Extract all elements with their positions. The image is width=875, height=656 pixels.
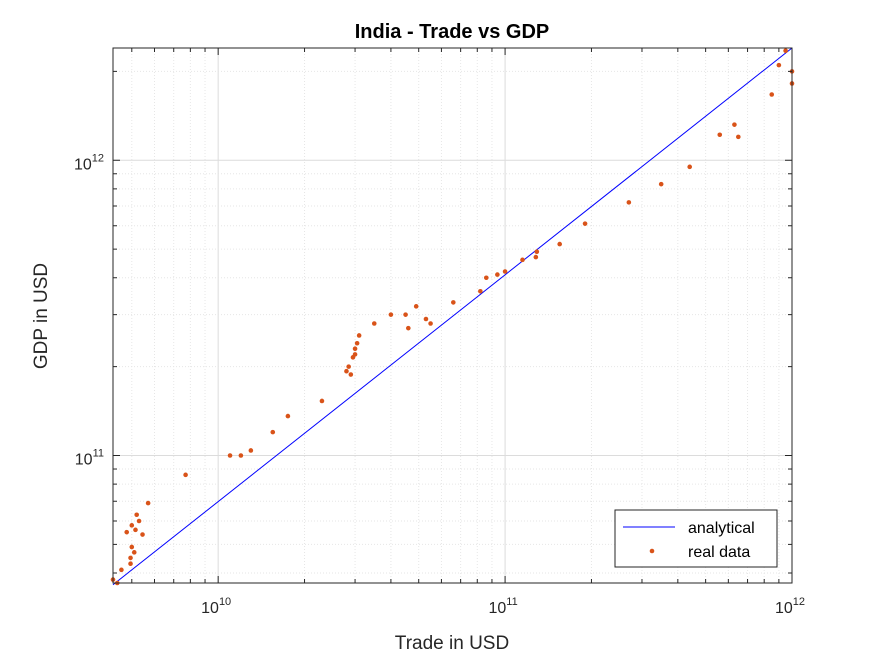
data-point — [423, 316, 429, 322]
data-point — [183, 472, 188, 478]
data-point — [533, 254, 539, 260]
data-point — [248, 448, 254, 453]
y-axis-label: GDP in USD — [31, 263, 52, 369]
data-point — [352, 352, 358, 357]
plot-area — [110, 47, 795, 586]
data-point — [352, 346, 358, 352]
data-point — [769, 92, 775, 97]
data-point — [478, 288, 483, 294]
data-point — [783, 48, 788, 53]
data-point — [495, 272, 500, 277]
data-point — [140, 532, 145, 537]
data-point — [776, 62, 782, 68]
y-tick-label: 1011 — [75, 448, 104, 469]
tick-labels: 1010 1011 1012 1011 1012 — [74, 152, 805, 617]
data-point — [388, 312, 394, 317]
legend-label-analytical: analytical — [688, 520, 755, 537]
data-point — [128, 561, 133, 567]
data-point — [133, 527, 138, 533]
series-layer — [110, 47, 795, 586]
data-point — [534, 249, 540, 255]
y-tick-label: 1012 — [74, 152, 104, 173]
data-point — [119, 567, 124, 573]
legend-box — [614, 509, 778, 568]
data-point — [346, 364, 351, 369]
data-point — [238, 453, 244, 458]
data-point — [557, 241, 562, 247]
x-tick-label: 1010 — [201, 596, 231, 617]
plot-border — [112, 47, 793, 584]
x-tick-label: 1011 — [488, 596, 517, 617]
data-point — [129, 544, 135, 550]
legend-dot-swatch — [649, 548, 655, 554]
data-point — [131, 550, 137, 555]
data-point — [687, 164, 692, 170]
tick-marks — [113, 48, 793, 583]
grid — [113, 48, 793, 583]
data-point — [502, 269, 508, 274]
data-point — [483, 275, 489, 281]
chart-title: India - Trade vs GDP — [355, 21, 550, 43]
data-point — [717, 132, 723, 138]
data-point — [428, 321, 433, 326]
data-point — [451, 300, 456, 305]
legend: analytical real data — [614, 509, 778, 568]
data-point — [129, 523, 135, 528]
analytical-line — [112, 47, 793, 586]
data-point — [732, 122, 737, 127]
data-point — [136, 518, 142, 524]
data-point — [371, 321, 377, 326]
data-point — [270, 429, 276, 435]
data-point — [227, 453, 233, 458]
data-point — [403, 312, 408, 317]
data-point — [626, 200, 632, 205]
data-point — [344, 368, 349, 374]
data-point — [354, 340, 360, 346]
data-point — [582, 221, 588, 226]
series-clip-group — [110, 47, 795, 586]
data-point — [145, 500, 151, 506]
legend-label-real-data: real data — [688, 544, 750, 561]
x-tick-label: 1012 — [775, 596, 805, 617]
data-point — [285, 413, 291, 419]
data-point — [658, 181, 664, 187]
data-point — [520, 257, 525, 263]
data-point — [128, 555, 133, 561]
data-point — [319, 398, 325, 404]
data-point — [356, 333, 362, 338]
data-point — [348, 372, 354, 377]
data-point — [413, 304, 419, 309]
data-point — [124, 529, 130, 535]
data-point — [134, 512, 139, 518]
x-axis-label: Trade in USD — [395, 633, 509, 654]
data-point — [406, 325, 411, 331]
data-point — [736, 134, 741, 140]
